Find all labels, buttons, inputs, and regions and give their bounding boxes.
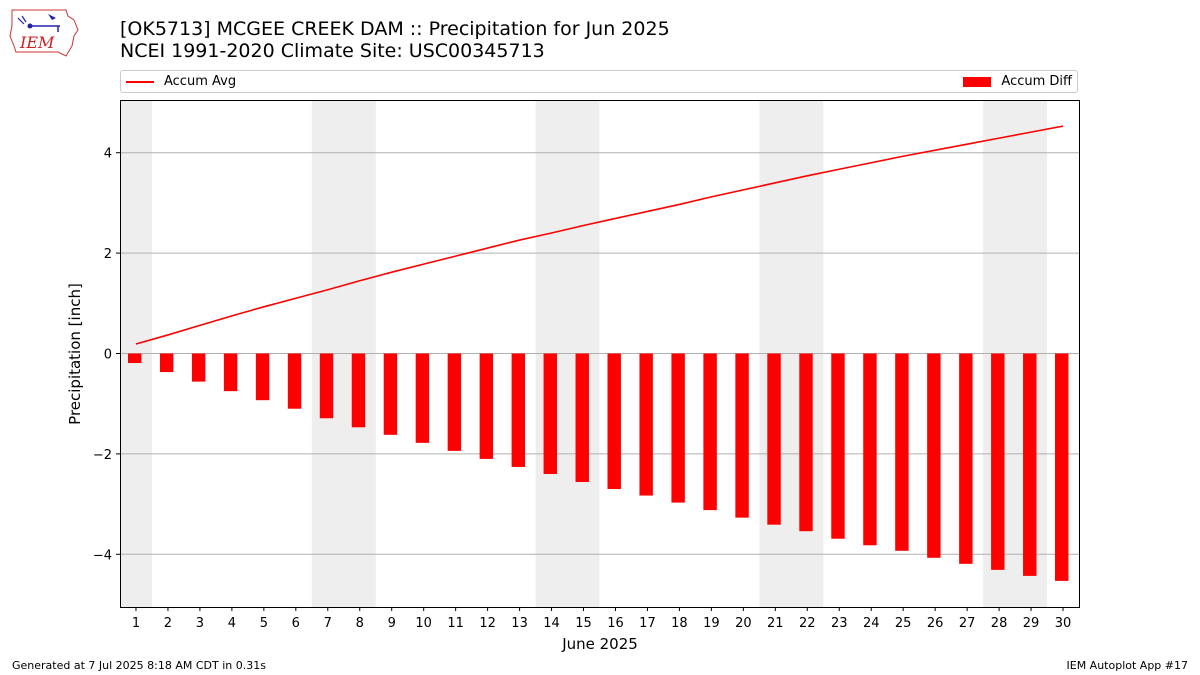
bar-accum-diff-10 [415,353,430,443]
x-tick-label-15: 15 [575,616,592,631]
y-axis-label: Precipitation [inch] [66,283,84,425]
bar-accum-diff-12 [479,353,494,459]
bar-accum-diff-28 [991,353,1005,570]
bar-accum-diff-7 [319,353,334,419]
bar-accum-diff-15 [575,353,589,483]
y-tick-label-3: −2 [93,448,112,463]
x-tick-label-26: 26 [927,616,944,631]
x-tick-label-23: 23 [831,616,848,631]
chart-title: [OK5713] MCGEE CREEK DAM :: Precipitatio… [120,18,670,40]
axes: 420−2−41 2 3 4 5 6 7 8 9 10 11 12 13 14 15 16 17 18 19 20 21… [93,147,1071,631]
bar-accum-diff-4 [223,353,238,392]
x-tick-label-10: 10 [415,616,432,631]
bar-accum-diff-9 [383,353,398,435]
logo-text: IEM [19,33,55,52]
x-tick-label-14: 14 [543,616,560,631]
x-tick-label-25: 25 [895,616,912,631]
x-tick-label-5: 5 [260,616,268,631]
x-tick-label-22: 22 [799,616,816,631]
bar-accum-diff-3 [191,353,206,382]
bar-accum-diff-16 [607,353,621,490]
bar-accum-diff-20 [735,353,749,518]
legend-bar-swatch [963,76,992,87]
bar-accum-diff-18 [671,353,685,503]
line-accum-avg [135,125,1064,345]
line-accum-avg-path [135,125,1064,345]
bar-accum-diff-22 [799,353,813,532]
bar-accum-diff-17 [639,353,653,496]
x-tick-label-20: 20 [735,616,752,631]
x-tick-label-9: 9 [388,616,396,631]
bar-accum-diff-2 [159,353,174,373]
bar-accum-diff-25 [895,353,909,551]
x-tick-label-8: 8 [356,616,364,631]
legend-item-accum-diff: Accum Diff [963,74,1072,89]
y-tick-label-0: 4 [104,147,112,162]
bar-accum-diff-14 [543,353,557,474]
legend: Accum Avg Accum Diff [120,70,1078,93]
bar-accum-diff-27 [959,353,973,564]
x-tick-label-11: 11 [447,616,464,631]
bar-accum-diff-8 [351,353,366,428]
x-tick-label-21: 21 [767,616,784,631]
bar-accum-diff-29 [1023,353,1037,576]
y-tick-label-4: −4 [93,548,112,563]
y-tick-label-2: 0 [104,348,112,363]
x-tick-label-3: 3 [196,616,204,631]
footer-app: IEM Autoplot App #17 [1066,659,1189,672]
bar-accum-diff-13 [511,353,526,467]
x-axis-label: June 2025 [561,635,638,653]
x-tick-label-13: 13 [511,616,528,631]
legend-label-accum-diff: Accum Diff [1001,74,1072,89]
y-tick-label-1: 2 [104,247,112,262]
plot-frame [120,100,1080,608]
x-tick-label-19: 19 [703,616,720,631]
x-tick-label-30: 30 [1055,616,1072,631]
bar-accum-diff-30 [1055,353,1069,581]
x-tick-label-4: 4 [228,616,236,631]
x-tick-label-6: 6 [292,616,300,631]
bar-accum-diff-19 [703,353,717,511]
bar-accum-diff-11 [447,353,462,451]
bar-accum-diff-24 [863,353,877,546]
bar-accum-diff-23 [831,353,845,539]
x-tick-label-29: 29 [1023,616,1040,631]
legend-item-accum-avg: Accum Avg [126,74,236,89]
x-tick-label-2: 2 [164,616,172,631]
bar-accum-diff-1 [127,353,142,364]
weekend-shading [120,100,1048,607]
legend-line-swatch [126,80,154,83]
x-tick-label-16: 16 [607,616,624,631]
chart-subtitle: NCEI 1991-2020 Climate Site: USC00345713 [120,40,545,62]
iem-logo: IEM [9,9,79,57]
footer-generated: Generated at 7 Jul 2025 8:18 AM CDT in 0… [12,659,266,672]
x-tick-label-27: 27 [959,616,976,631]
x-tick-label-1: 1 [132,616,140,631]
x-tick-label-12: 12 [479,616,496,631]
bars-accum-diff [127,353,1069,581]
bar-accum-diff-6 [287,353,302,409]
bar-accum-diff-5 [255,353,270,401]
x-tick-label-28: 28 [991,616,1008,631]
x-tick-label-17: 17 [639,616,656,631]
x-tick-label-18: 18 [671,616,688,631]
bar-accum-diff-26 [927,353,941,558]
bar-accum-diff-21 [767,353,781,525]
x-tick-label-24: 24 [863,616,880,631]
x-tick-label-7: 7 [324,616,332,631]
legend-label-accum-avg: Accum Avg [164,74,237,89]
